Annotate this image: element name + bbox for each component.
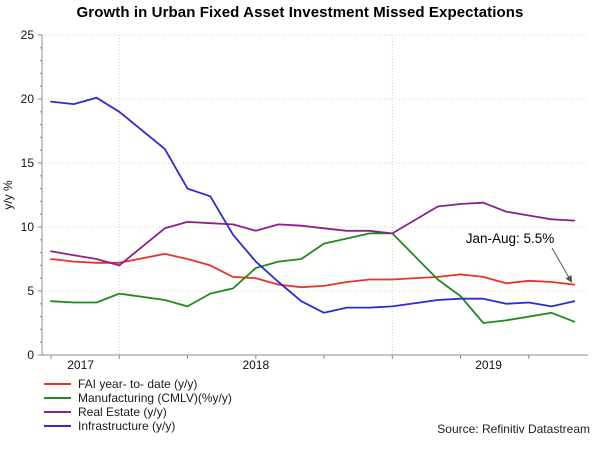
legend-label: FAI year- to- date (y/y) [78,377,198,391]
annotation-arrow [551,247,572,283]
legend-item: Real Estate (y/y) [44,405,232,419]
y-tick-label: 25 [21,28,35,42]
legend-swatch [44,425,71,427]
legend-item: FAI year- to- date (y/y) [44,377,232,391]
legend-item: Infrastructure (y/y) [44,419,232,433]
source-note: Source: Refinitiv Datastream [437,422,590,436]
y-tick-label: 20 [21,92,35,106]
axes: 0 5 10 15 20 25 2017 2018 2019 y/y % [1,28,588,372]
legend-item: Manufacturing (CMLV)(%y/y) [44,391,232,405]
legend-label: Real Estate (y/y) [78,405,167,419]
y-tick-label: 10 [21,220,35,234]
chart-title: Growth in Urban Fixed Asset Investment M… [76,4,524,21]
x-year-label: 2019 [475,358,502,372]
gridlines [42,34,588,355]
series-line [50,201,576,267]
x-year-label: 2018 [242,358,269,372]
legend-swatch [44,411,71,413]
y-tick-label: 0 [27,348,34,362]
series-line [50,252,576,289]
series-line [50,96,576,314]
chart-legend: FAI year- to- date (y/y) Manufacturing (C… [44,377,232,433]
y-tick-label: 5 [27,284,34,298]
legend-label: Infrastructure (y/y) [78,419,176,433]
series-lines [50,96,576,324]
annotation-label: Jan-Aug: 5.5% [466,231,555,246]
annotation: Jan-Aug: 5.5% [466,231,572,283]
legend-swatch [44,383,71,385]
series-line [50,232,576,324]
x-year-label: 2017 [67,358,94,372]
legend-swatch [44,397,71,399]
legend-label: Manufacturing (CMLV)(%y/y) [78,391,232,405]
y-tick-label: 15 [21,156,35,170]
y-axis-title: y/y % [1,180,15,210]
